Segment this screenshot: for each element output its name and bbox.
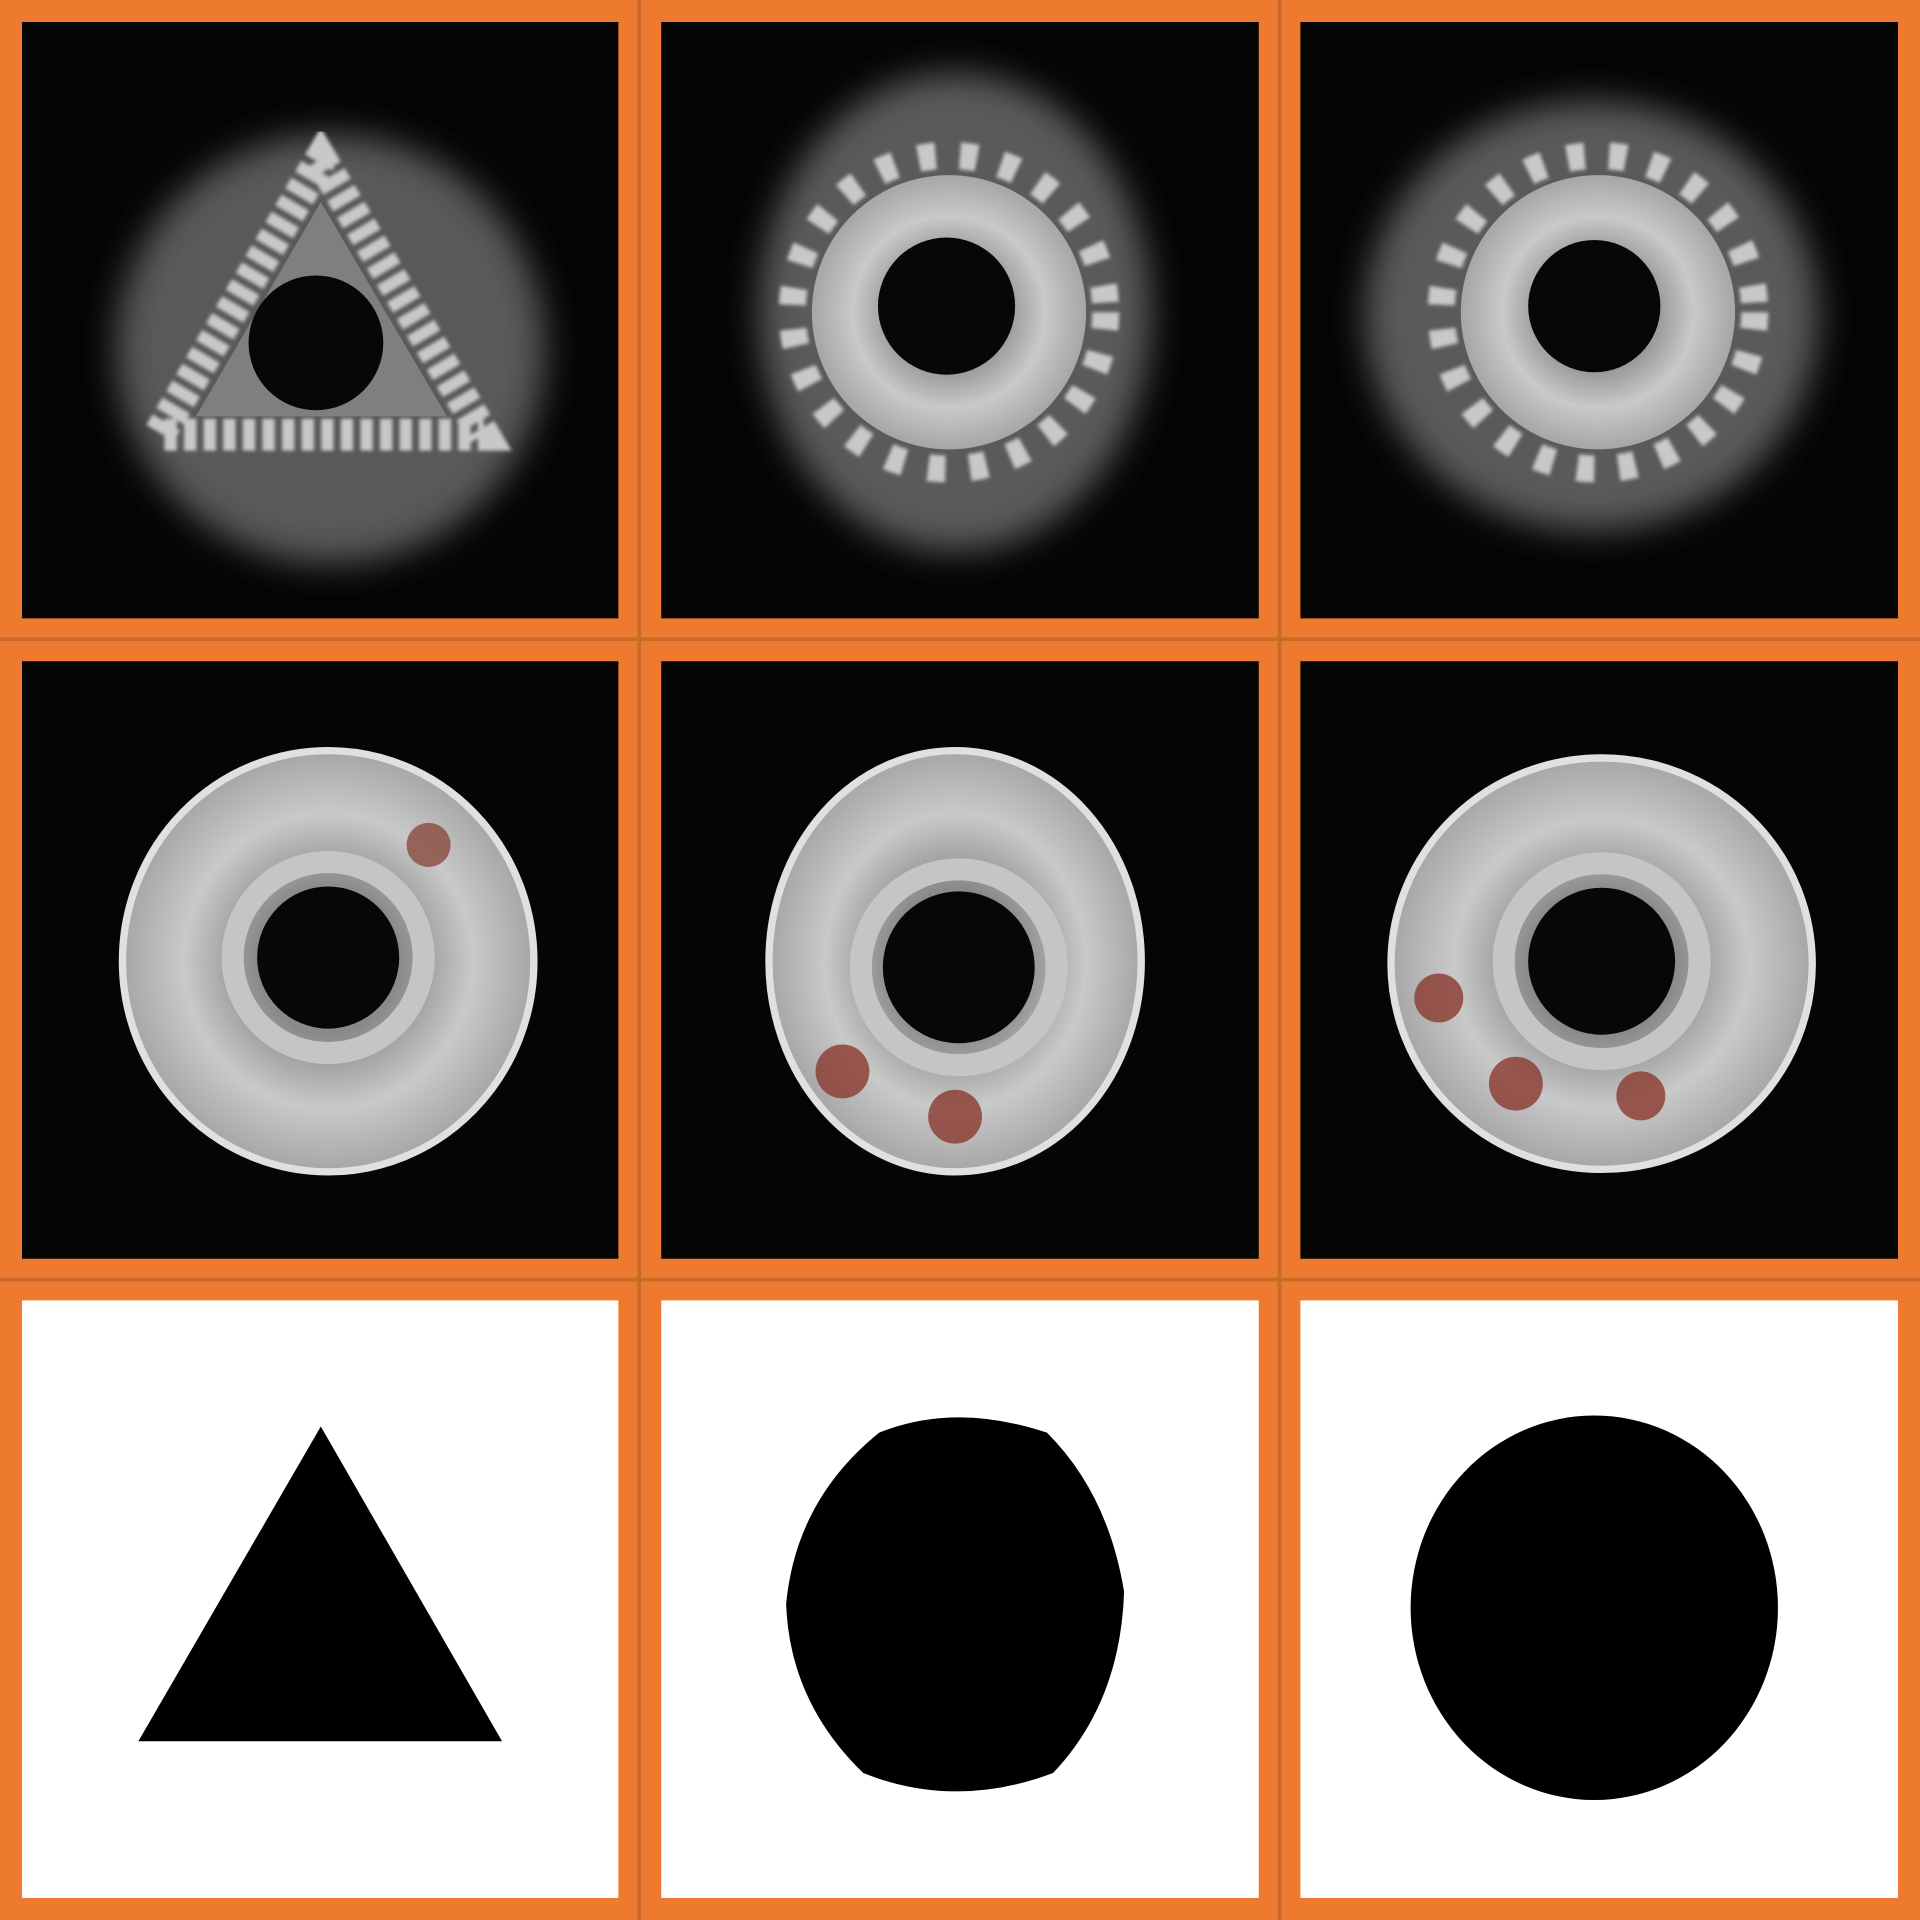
photo-ring xyxy=(1300,661,1898,1259)
photo-gear xyxy=(661,22,1259,619)
photo-triangle-gear xyxy=(22,22,619,619)
mask-triangle xyxy=(22,1300,619,1898)
mask-octagon xyxy=(661,1300,1259,1898)
photo-gear xyxy=(1300,22,1898,619)
mask-circle xyxy=(1300,1300,1898,1898)
photo-ring xyxy=(661,661,1259,1259)
photo-ring xyxy=(22,661,619,1259)
